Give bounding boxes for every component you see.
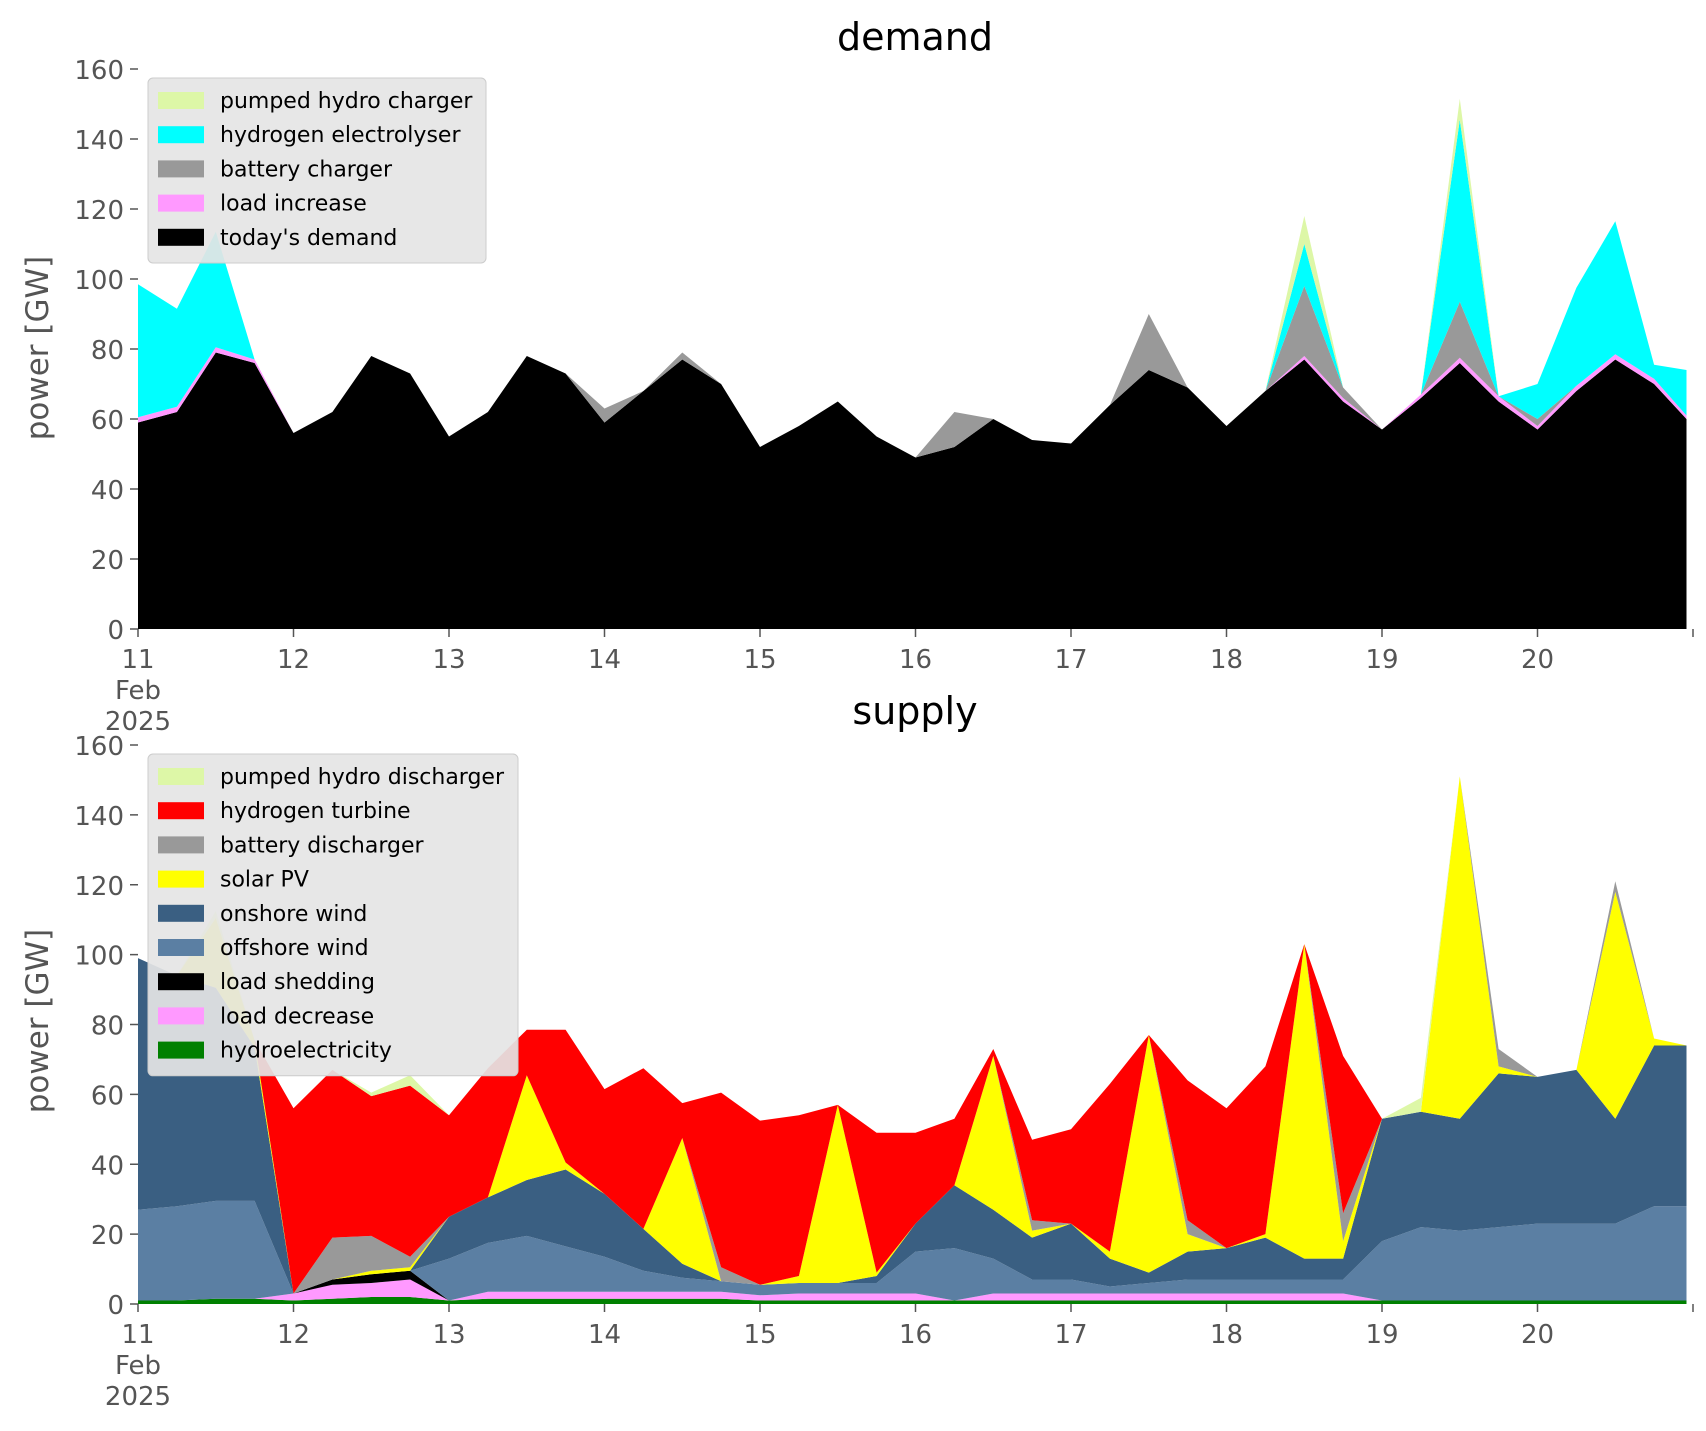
supply-legend-label-pumped-hydro-discharger: pumped hydro discharger xyxy=(220,765,505,790)
demand-area-battery-charger xyxy=(138,286,1687,458)
demand-legend-swatch-today-s-demand xyxy=(158,228,204,246)
supply-y-tick-label: 140 xyxy=(74,802,124,832)
demand-y-tick-label: 40 xyxy=(91,476,124,506)
demand-x-tick-label: 17 xyxy=(1054,645,1087,675)
supply-panel: supply power [GW] 020406080100120140160 … xyxy=(20,689,1694,1412)
supply-area-load-decrease xyxy=(138,1279,1687,1301)
supply-x-tick-label: 17 xyxy=(1054,1320,1087,1350)
demand-legend-label-pumped-hydro-charger: pumped hydro charger xyxy=(220,89,473,114)
supply-y-tick-label: 100 xyxy=(74,942,124,972)
demand-legend-label-battery-charger: battery charger xyxy=(220,157,393,182)
demand-y-tick-label: 80 xyxy=(91,336,124,366)
demand-x-tick-label: 14 xyxy=(588,645,621,675)
supply-y-tick-label: 160 xyxy=(74,732,124,762)
supply-x-tick-label: 12 xyxy=(277,1320,310,1350)
demand-x-tick-label: 12 xyxy=(277,645,310,675)
demand-y-tick-label: 20 xyxy=(91,546,124,576)
supply-legend-swatch-battery-discharger xyxy=(158,836,204,854)
demand-y-axis-label: power [GW] xyxy=(20,256,56,441)
supply-y-tick-label: 60 xyxy=(91,1081,124,1111)
demand-x-tick-label: 11 Feb 2025 xyxy=(105,645,171,737)
supply-legend-swatch-load-shedding xyxy=(158,973,204,991)
supply-y-tick-label: 0 xyxy=(107,1291,124,1321)
supply-legend-label-hydroelectricity: hydroelectricity xyxy=(220,1039,392,1064)
demand-legend-swatch-load-increase xyxy=(158,194,204,212)
demand-legend-swatch-hydrogen-electrolyser xyxy=(158,126,204,144)
supply-y-axis: 0 20 40 60 80 100 120 140 160 xyxy=(74,732,138,1321)
supply-area-solar-pv xyxy=(138,776,1687,1294)
demand-chart-title: demand xyxy=(837,15,993,59)
supply-legend-swatch-onshore-wind xyxy=(158,904,204,922)
supply-legend-label-offshore-wind: offshore wind xyxy=(220,936,369,961)
supply-x-tick-label: 18 xyxy=(1210,1320,1243,1350)
demand-plot-area xyxy=(138,98,1687,629)
demand-legend-label-load-increase: load increase xyxy=(220,192,367,217)
demand-x-tick-label: 20 xyxy=(1521,645,1554,675)
demand-x-tick-label: 19 xyxy=(1365,645,1398,675)
demand-legend-box xyxy=(147,77,487,264)
supply-area-offshore-wind xyxy=(138,1200,1687,1301)
supply-legend-label-load-decrease: load decrease xyxy=(220,1004,374,1029)
supply-legend-swatch-hydroelectricity xyxy=(158,1041,204,1059)
demand-y-tick-label: 160 xyxy=(74,56,124,86)
supply-x-tick-label: 20 xyxy=(1521,1320,1554,1350)
demand-legend-swatch-pumped-hydro-charger xyxy=(158,92,204,109)
demand-legend-swatch-battery-charger xyxy=(158,160,204,178)
supply-legend-label-solar-pv: solar PV xyxy=(220,868,309,893)
supply-y-tick-label: 20 xyxy=(91,1221,124,1251)
demand-y-tick-label: 60 xyxy=(91,406,124,436)
supply-legend-label-battery-discharger: battery discharger xyxy=(220,833,425,858)
supply-y-axis-label: power [GW] xyxy=(20,929,56,1114)
supply-area-hydrogen-turbine xyxy=(138,776,1687,1294)
supply-legend-label-hydrogen-turbine: hydrogen turbine xyxy=(220,799,411,824)
supply-y-tick-label: 120 xyxy=(74,872,124,902)
supply-y-tick-label: 40 xyxy=(91,1151,124,1181)
demand-x-tick-label: 16 xyxy=(899,645,932,675)
demand-x-tick-label: 15 xyxy=(743,645,776,675)
supply-legend-swatch-load-decrease xyxy=(158,1007,204,1025)
supply-legend-swatch-pumped-hydro-discharger xyxy=(158,768,204,785)
demand-legend-label-hydrogen-electrolyser: hydrogen electrolyser xyxy=(220,123,461,148)
supply-legend-label-onshore-wind: onshore wind xyxy=(220,902,367,927)
demand-y-tick-label: 120 xyxy=(74,196,124,226)
supply-x-tick-label: 14 xyxy=(588,1320,621,1350)
supply-legend-swatch-solar-pv xyxy=(158,870,204,888)
demand-y-tick-label: 100 xyxy=(74,266,124,296)
supply-x-axis: 11 Feb 2025 12 13 14 15 16 17 18 19 20 xyxy=(105,1304,1694,1412)
supply-x-tick-label: 15 xyxy=(743,1320,776,1350)
supply-legend-label-load-shedding: load shedding xyxy=(220,970,375,995)
demand-legend: pumped hydro charger hydrogen electrolyse… xyxy=(147,77,487,264)
demand-x-tick-label: 13 xyxy=(432,645,465,675)
demand-y-axis: 0 20 40 60 80 100 120 140 160 xyxy=(74,56,138,646)
supply-x-tick-label: 16 xyxy=(899,1320,932,1350)
supply-x-tick-label: 19 xyxy=(1365,1320,1398,1350)
supply-legend-box xyxy=(147,753,519,1077)
supply-chart-title: supply xyxy=(852,689,977,733)
supply-legend-swatch-hydrogen-turbine xyxy=(158,802,204,820)
demand-x-tick-label: 18 xyxy=(1210,645,1243,675)
supply-area-onshore-wind xyxy=(138,958,1687,1294)
supply-plot-area xyxy=(138,776,1687,1304)
demand-x-axis: 11 Feb 2025 12 13 14 15 16 17 18 19 20 xyxy=(105,629,1694,737)
demand-y-tick-label: 0 xyxy=(107,616,124,646)
demand-legend-label-today-s-demand: today's demand xyxy=(220,226,397,251)
supply-legend-swatch-offshore-wind xyxy=(158,939,204,956)
supply-y-tick-label: 80 xyxy=(91,1012,124,1042)
demand-panel: demand power [GW] 020406080100120140160 … xyxy=(20,15,1694,737)
supply-x-tick-label: 11 Feb 2025 xyxy=(105,1320,171,1412)
supply-x-tick-label: 13 xyxy=(432,1320,465,1350)
supply-legend: pumped hydro discharger hydrogen turbine b… xyxy=(147,753,519,1077)
demand-y-tick-label: 140 xyxy=(74,126,124,156)
demand-area-today-s-demand xyxy=(138,352,1687,629)
